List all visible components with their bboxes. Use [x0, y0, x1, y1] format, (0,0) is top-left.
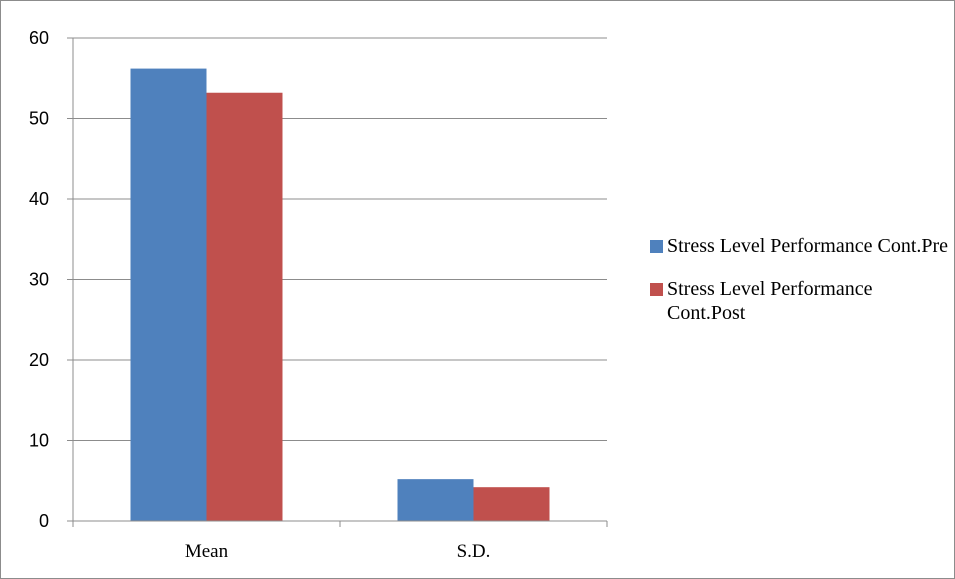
- x-tick-labels: Mean S.D.: [185, 541, 491, 562]
- legend-swatch-post: [650, 283, 663, 296]
- bar-mean-series-1: [206, 92, 283, 522]
- legend-item-post: Stress Level Performance Cont.Post: [650, 277, 950, 325]
- y-tick-label-50: 50: [29, 109, 49, 129]
- legend: Stress Level Performance Cont.Pre Stress…: [650, 234, 950, 344]
- axes: [67, 37, 608, 527]
- legend-label-post: Stress Level Performance Cont.Post: [667, 278, 873, 324]
- bar-sd-series-0: [397, 479, 474, 521]
- legend-swatch-pre: [650, 240, 663, 253]
- legend-label-pre: Stress Level Performance Cont.Pre: [667, 235, 949, 257]
- legend-item-pre: Stress Level Performance Cont.Pre: [650, 234, 950, 258]
- y-tick-label-20: 20: [29, 350, 49, 370]
- y-tick-label-40: 40: [29, 189, 49, 209]
- bar-sd-series-1: [473, 487, 550, 521]
- bars: [130, 68, 550, 522]
- x-tick-label-1: S.D.: [457, 541, 491, 562]
- y-tick-label-0: 0: [39, 511, 49, 531]
- y-tick-label-60: 60: [29, 28, 49, 48]
- bar-mean-series-0: [130, 68, 207, 521]
- y-tick-labels: 0 10 20 30 40 50 60: [29, 28, 49, 531]
- x-tick-label-0: Mean: [185, 541, 229, 562]
- y-tick-label-10: 10: [29, 431, 49, 451]
- y-tick-label-30: 30: [29, 270, 49, 290]
